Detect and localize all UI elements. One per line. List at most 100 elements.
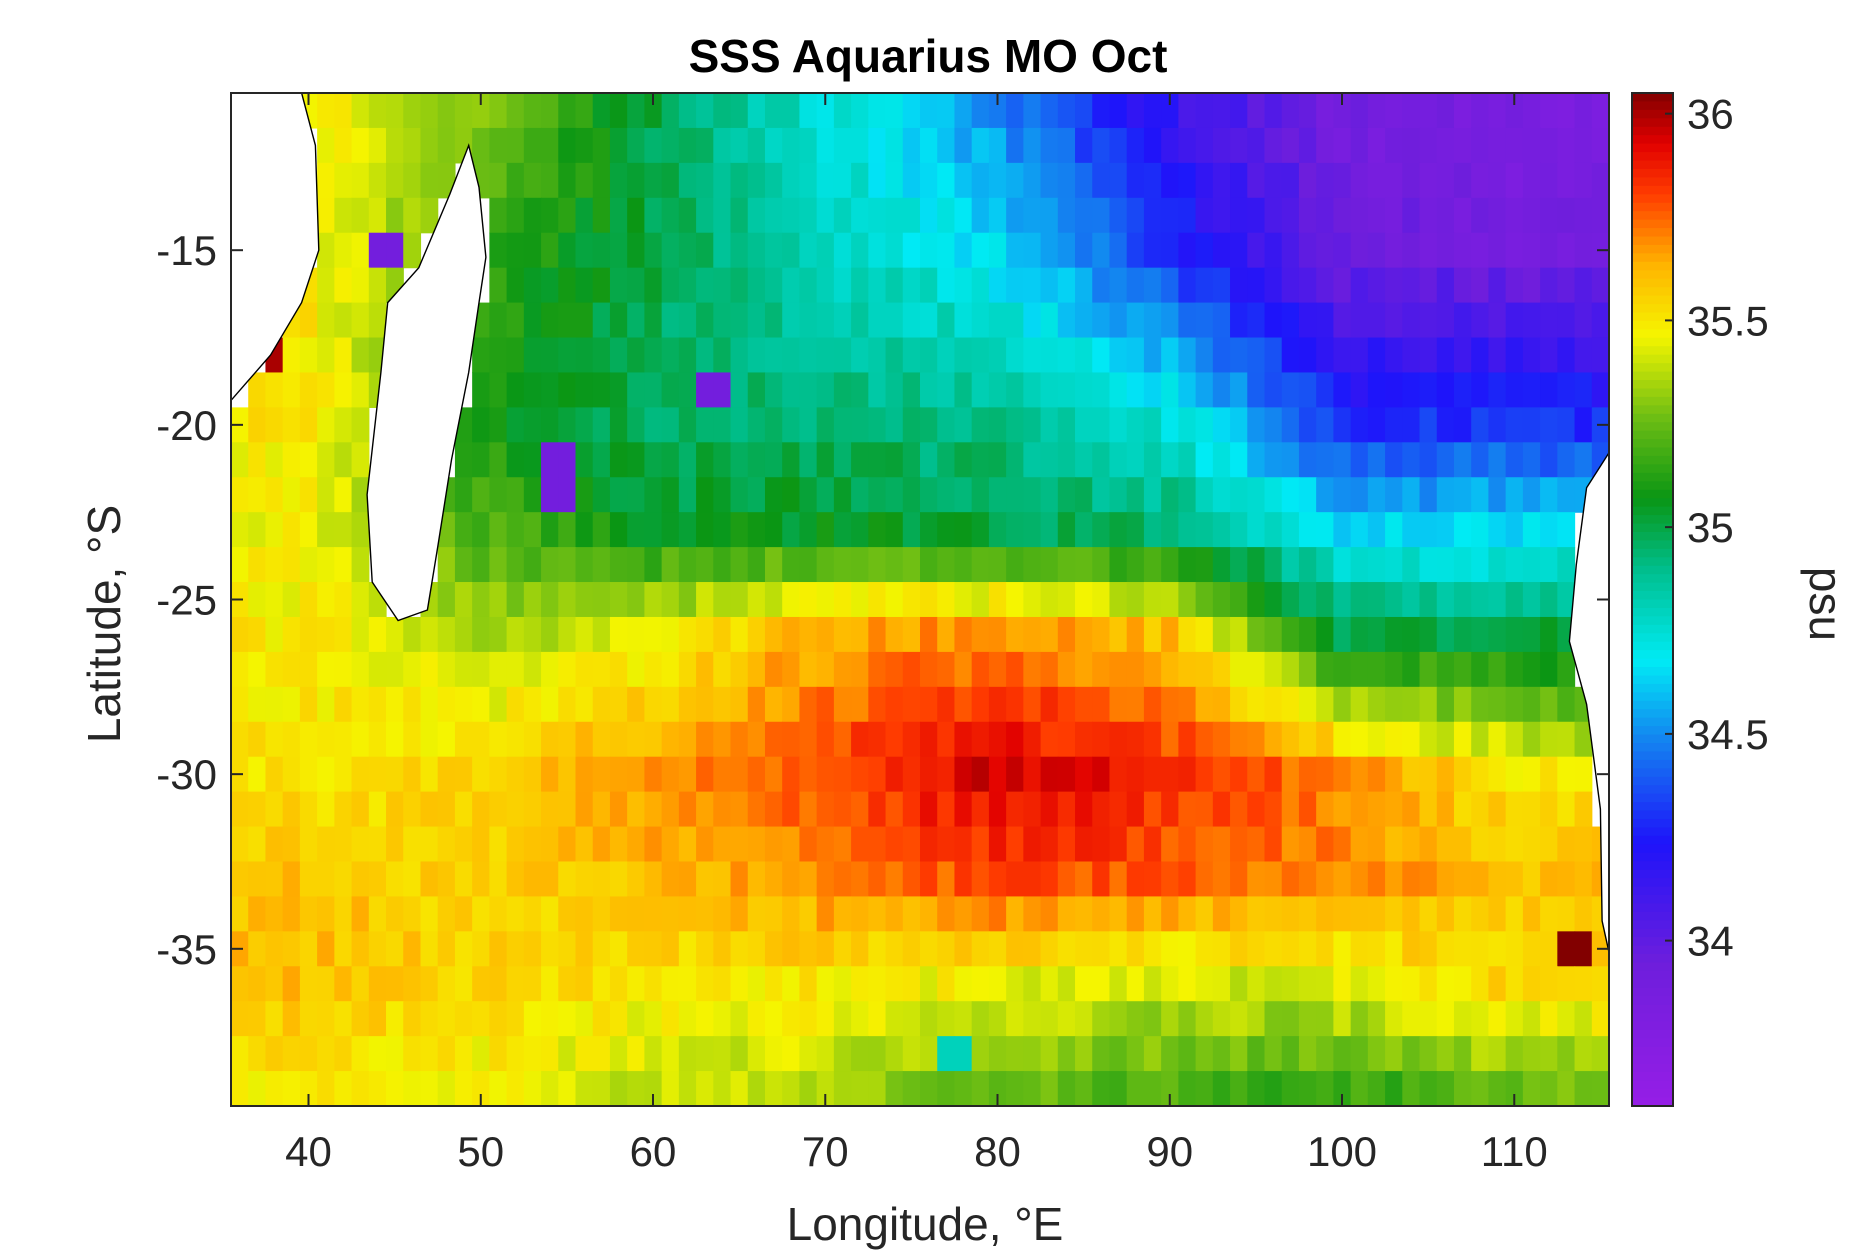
colorbar-segment [1632,270,1673,280]
heatmap-cell [1230,931,1248,967]
heatmap-cell [868,616,887,653]
heatmap-cell [1453,442,1472,478]
heatmap-cell [747,861,766,898]
colorbar-segment [1632,101,1673,111]
heatmap-cell [1350,512,1369,548]
heatmap-cell [1350,547,1369,583]
heatmap-cell [920,861,938,898]
heatmap-cell [1367,582,1386,618]
heatmap-cell [1195,93,1214,129]
heatmap-cell [1006,582,1024,618]
heatmap-cell [558,267,577,304]
heatmap-cell [1109,826,1128,863]
heatmap-cell [1385,826,1403,863]
heatmap-cell [799,1036,818,1072]
heatmap-cell [902,966,921,1002]
colorbar-segment [1632,970,1673,980]
colorbar-segment [1632,1089,1673,1099]
heatmap-cell [368,1001,387,1037]
heatmap-cell [351,337,370,374]
heatmap-cell [1540,861,1558,898]
heatmap-cell [1505,756,1524,793]
heatmap-cell [920,337,938,374]
heatmap-cell [1109,721,1128,758]
heatmap-cell [696,721,714,758]
heatmap-cell [1574,407,1593,443]
heatmap-cell [1006,477,1024,513]
heatmap-cell [454,1036,473,1072]
heatmap-cell [523,791,542,828]
heatmap-cell [299,1001,318,1037]
heatmap-cell [541,547,559,583]
colorbar-segment [1632,717,1673,727]
colorbar-segment [1632,954,1673,964]
heatmap-cell [1471,93,1490,129]
heatmap-cell [747,966,766,1002]
heatmap-cell [299,372,318,408]
heatmap-cell [1006,232,1024,269]
heatmap-cell [1557,337,1576,374]
heatmap-cell [523,931,542,967]
heatmap-cell [1471,162,1490,199]
heatmap-cell [299,512,318,548]
heatmap-cell [248,1001,267,1037]
heatmap-cell [661,162,680,199]
heatmap-cell [730,1036,749,1072]
heatmap-cell [592,93,611,129]
heatmap-cell [1161,337,1179,374]
heatmap-cell [1178,477,1197,513]
heatmap-cell [1109,1071,1128,1107]
heatmap-cell [575,721,594,758]
heatmap-cell [1540,197,1558,234]
heatmap-cell [1126,616,1145,653]
heatmap-cell [851,721,869,758]
heatmap-cell [1488,1036,1507,1072]
heatmap-cell [541,372,559,408]
heatmap-cell [1540,651,1558,688]
heatmap-cell [799,826,818,863]
heatmap-cell [334,372,353,408]
heatmap-cell [1385,791,1403,828]
heatmap-cell [1075,477,1093,513]
heatmap-cell [1367,616,1386,653]
heatmap-cell [902,582,921,618]
colorbar-segment [1632,540,1673,550]
heatmap-cell [1316,267,1334,304]
heatmap-cell [782,791,801,828]
heatmap-cell [248,442,267,478]
heatmap-cell [454,651,473,688]
heatmap-cell [1161,826,1179,863]
heatmap-cell [299,756,318,793]
heatmap-cell [334,127,353,164]
heatmap-cell [1505,267,1524,304]
heatmap-cell [816,966,835,1002]
colorbar-segment [1632,852,1673,862]
heatmap-cell [799,756,818,793]
heatmap-cell [1505,931,1524,967]
heatmap-cell [747,162,766,199]
heatmap-cell [816,197,835,234]
heatmap-cell [885,966,904,1002]
heatmap-cell [506,407,525,443]
heatmap-cell [1574,162,1593,199]
heatmap-cell [558,337,577,374]
heatmap-cell [833,1001,852,1037]
heatmap-cell [506,512,525,548]
heatmap-cell [609,1071,628,1107]
heatmap-cell [1178,826,1197,863]
heatmap-cell [1419,826,1438,863]
heatmap-cell [902,372,921,408]
heatmap-cell [1126,162,1145,199]
heatmap-cell [1453,372,1472,408]
heatmap-cell [920,651,938,688]
heatmap-cell [1109,93,1128,129]
heatmap-cell [713,127,732,164]
heatmap-cell [506,232,525,269]
heatmap-cell [1109,547,1128,583]
heatmap-cell [1540,372,1558,408]
heatmap-cell [747,337,766,374]
heatmap-cell [730,861,749,898]
heatmap-cell [1488,791,1507,828]
heatmap-cell [1488,1001,1507,1037]
heatmap-cell [1264,407,1283,443]
